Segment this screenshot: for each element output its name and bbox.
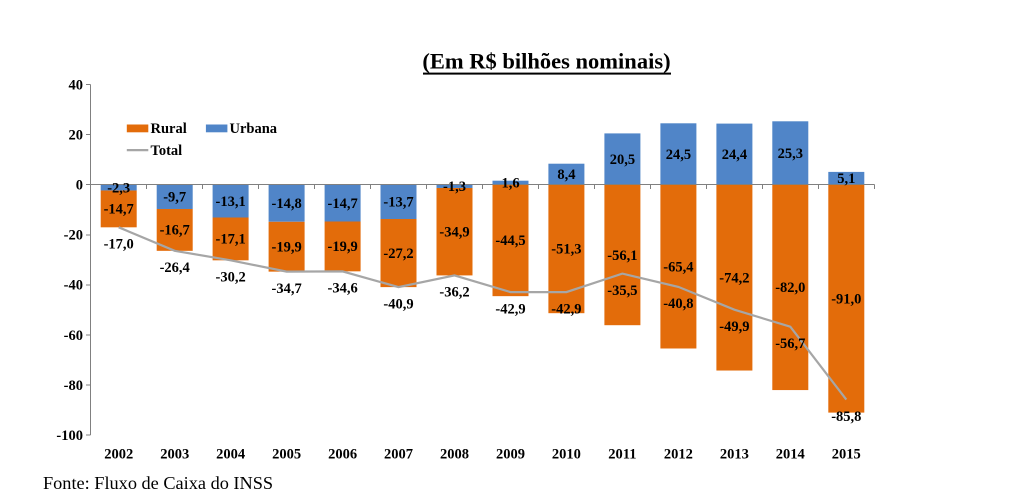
svg-text:-30,2: -30,2 [215,270,245,286]
svg-text:-44,5: -44,5 [495,233,525,249]
svg-text:-51,3: -51,3 [551,242,581,258]
svg-text:2010: 2010 [552,447,581,463]
svg-text:-36,2: -36,2 [439,285,469,301]
svg-text:-14,8: -14,8 [271,196,301,212]
svg-text:-60: -60 [64,328,83,344]
svg-text:-13,7: -13,7 [383,195,413,211]
svg-text:25,3: 25,3 [778,146,803,162]
svg-text:20: 20 [69,127,84,143]
svg-text:-65,4: -65,4 [663,259,693,275]
svg-text:-56,7: -56,7 [775,336,805,352]
svg-text:-19,9: -19,9 [327,239,357,255]
svg-text:-16,7: -16,7 [160,223,190,239]
svg-text:Urbana: Urbana [230,121,278,137]
svg-text:-26,4: -26,4 [160,260,190,276]
svg-text:Rural: Rural [151,121,187,137]
svg-text:-40,9: -40,9 [383,296,413,312]
svg-text:-56,1: -56,1 [607,248,637,264]
svg-text:0: 0 [76,178,83,194]
svg-text:-20: -20 [64,228,83,244]
svg-text:2007: 2007 [384,447,413,463]
svg-text:-49,9: -49,9 [719,319,749,335]
svg-text:8,4: 8,4 [557,167,575,183]
svg-text:5,1: 5,1 [837,171,855,187]
svg-text:40: 40 [69,77,84,93]
svg-text:-40: -40 [64,278,83,294]
svg-text:-40,8: -40,8 [663,296,693,312]
svg-text:-9,7: -9,7 [163,190,186,206]
svg-text:-2,3: -2,3 [107,180,130,196]
svg-text:2014: 2014 [776,447,805,463]
svg-text:1,6: 1,6 [501,176,519,192]
svg-text:(Em R$ bilhões nominais): (Em R$ bilhões nominais) [422,49,670,74]
svg-text:-35,5: -35,5 [607,283,637,299]
svg-text:-19,9: -19,9 [271,240,301,256]
svg-text:-27,2: -27,2 [383,246,413,262]
svg-text:2011: 2011 [608,447,636,463]
svg-text:-34,7: -34,7 [271,281,301,297]
svg-text:-42,9: -42,9 [551,301,581,317]
svg-text:24,4: 24,4 [722,147,747,163]
svg-text:2012: 2012 [664,447,693,463]
svg-text:-14,7: -14,7 [327,196,357,212]
svg-text:24,5: 24,5 [666,147,691,163]
svg-text:2002: 2002 [104,447,133,463]
svg-text:-14,7: -14,7 [104,202,134,218]
svg-text:-80: -80 [64,378,83,394]
svg-text:-100: -100 [56,428,83,444]
svg-text:-17,0: -17,0 [104,237,134,253]
svg-text:2006: 2006 [328,447,357,463]
svg-text:2003: 2003 [160,447,189,463]
svg-text:-13,1: -13,1 [215,194,245,210]
svg-text:20,5: 20,5 [610,152,635,168]
svg-text:Total: Total [151,143,183,159]
svg-text:-85,8: -85,8 [831,409,861,425]
svg-text:2013: 2013 [720,447,749,463]
svg-text:2008: 2008 [440,447,469,463]
svg-text:2009: 2009 [496,447,525,463]
svg-text:2015: 2015 [832,447,861,463]
svg-text:-82,0: -82,0 [775,280,805,296]
svg-text:-91,0: -91,0 [831,292,861,308]
svg-text:-34,9: -34,9 [439,225,469,241]
svg-text:2005: 2005 [272,447,301,463]
svg-text:Fonte: Fluxo de Caixa do INSS: Fonte: Fluxo de Caixa do INSS [43,473,273,493]
svg-text:-1,3: -1,3 [443,179,466,195]
svg-text:-42,9: -42,9 [495,301,525,317]
svg-text:-74,2: -74,2 [719,270,749,286]
svg-text:-34,6: -34,6 [327,281,357,297]
svg-text:2004: 2004 [216,447,245,463]
svg-text:-17,1: -17,1 [215,232,245,248]
